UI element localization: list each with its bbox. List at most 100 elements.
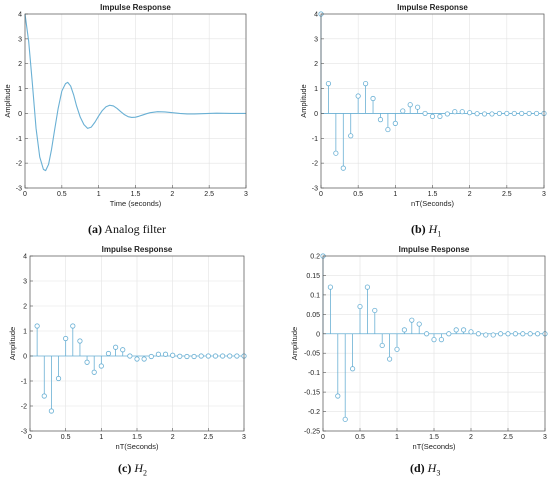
chart-title: Impulse Response [102, 245, 173, 254]
stem-marker [327, 284, 333, 290]
caption-d-tag: (d) [410, 461, 425, 475]
x-axis-label: nT(Seconds) [116, 442, 159, 451]
stem-marker [340, 165, 346, 171]
y-tick-label: 4 [23, 254, 27, 261]
stem-marker [177, 353, 183, 359]
y-tick-label: -3 [21, 429, 27, 436]
stem-marker [453, 327, 459, 333]
chart-4: 0 0.5 1 1.5 2 2.5 3 -0.25 -0.2 -0.15 -0.1 -0.05 0 0.0… [290, 245, 548, 451]
y-tick-label: -2 [21, 404, 27, 411]
x-tick-label: 1 [97, 191, 101, 198]
x-tick-label: 0.5 [355, 434, 365, 441]
y-tick-label: 0 [316, 331, 320, 338]
stem-marker [325, 81, 332, 87]
x-tick-label: 1 [393, 191, 397, 198]
x-tick-label: 3 [543, 434, 547, 441]
stem-marker [91, 369, 97, 375]
stem-marker [342, 416, 348, 422]
stem-marker [483, 332, 489, 338]
stem-marker [184, 353, 190, 360]
x-tick-label: 1 [99, 434, 103, 441]
caption-b: (b) H1 [411, 222, 441, 238]
stem-marker [444, 111, 450, 117]
stem-marker [460, 327, 467, 333]
stem-marker [333, 150, 339, 156]
y-tick-label: 2 [314, 61, 318, 68]
x-tick-label: 2.5 [503, 434, 513, 441]
stem-marker [349, 366, 356, 372]
y-tick-label: 1 [314, 86, 318, 93]
stem-marker [379, 342, 385, 349]
y-tick-label: 0.1 [310, 292, 320, 299]
y-axis-label: Amplitude [3, 84, 12, 117]
stem-marker [357, 303, 363, 310]
stem-marker [533, 110, 540, 117]
stem-marker [220, 353, 226, 359]
x-tick-label: 3 [244, 191, 248, 198]
x-tick-label: 2.5 [502, 191, 512, 198]
y-tick-label: -3 [16, 186, 22, 193]
stem-marker [355, 93, 361, 99]
x-axis-label: Time (seconds) [110, 199, 162, 208]
y-tick-label: 0 [314, 111, 318, 118]
x-tick-label: 0.5 [61, 434, 71, 441]
stem-marker [431, 337, 437, 343]
chart-2: 0 0.5 1 1.5 2 2.5 3 -3 -2 -1 0 1 2 3 4 Impulse Response… [299, 3, 547, 208]
stem-marker [212, 353, 219, 359]
stem-marker [127, 353, 133, 359]
stem-marker [481, 111, 488, 117]
x-tick-label: 0 [319, 191, 323, 198]
stem-marker [422, 110, 428, 117]
y-tick-label: -2 [312, 161, 318, 168]
chart-title: Impulse Response [397, 3, 468, 12]
x-tick-label: 1 [395, 434, 399, 441]
caption-a: (a) Analog filter [88, 222, 166, 237]
caption-c-symbol: H [134, 461, 143, 475]
stem-marker [205, 353, 211, 359]
x-tick-label: 1.5 [428, 191, 438, 198]
stem-marker [415, 104, 421, 110]
y-tick-label: 0.15 [306, 273, 320, 280]
stem-marker [134, 356, 140, 362]
stem-marker [394, 346, 400, 352]
chart-title: Impulse Response [399, 245, 470, 254]
caption-d-symbol: H [427, 461, 437, 475]
stem-marker [475, 331, 481, 337]
x-tick-label: 1.5 [429, 434, 439, 441]
chart-3: 0 0.5 1 1.5 2 2.5 3 -3 -2 -1 0 1 2 3 4 Impulse Response… [8, 245, 247, 451]
y-tick-label: 0.05 [306, 312, 320, 319]
stem-marker [113, 344, 119, 350]
stem-marker [452, 109, 458, 115]
x-tick-label: 2 [469, 434, 473, 441]
stem-marker [474, 111, 480, 117]
stem-marker [48, 408, 55, 414]
y-tick-label: 2 [23, 304, 27, 311]
y-tick-label: -2 [16, 161, 22, 168]
caption-d-subscript: 3 [436, 468, 441, 478]
caption-c: (c) H2 [118, 461, 147, 477]
x-tick-label: 3 [542, 191, 546, 198]
x-tick-label: 2.5 [203, 434, 213, 441]
x-tick-label: 2 [468, 191, 472, 198]
stem-marker [348, 133, 354, 139]
stem-marker [489, 111, 495, 117]
stem-marker [41, 393, 47, 399]
stem-marker [227, 353, 233, 359]
stem-marker [141, 356, 147, 362]
stem-marker [519, 110, 525, 117]
x-tick-label: 1.5 [131, 191, 141, 198]
series-line [24, 13, 246, 172]
stem-marker [407, 102, 413, 108]
stem-marker [429, 113, 436, 120]
y-tick-label: 4 [18, 12, 22, 19]
y-tick-label: 0 [23, 354, 27, 361]
stem-marker [162, 351, 169, 357]
stem-marker [34, 323, 40, 329]
stem-marker [505, 331, 511, 337]
stem-marker [170, 352, 176, 358]
y-tick-label: 3 [23, 279, 27, 286]
stem-marker [512, 331, 519, 337]
stem-marker [534, 331, 541, 337]
stem-marker [459, 109, 465, 115]
stem-marker [446, 331, 452, 337]
